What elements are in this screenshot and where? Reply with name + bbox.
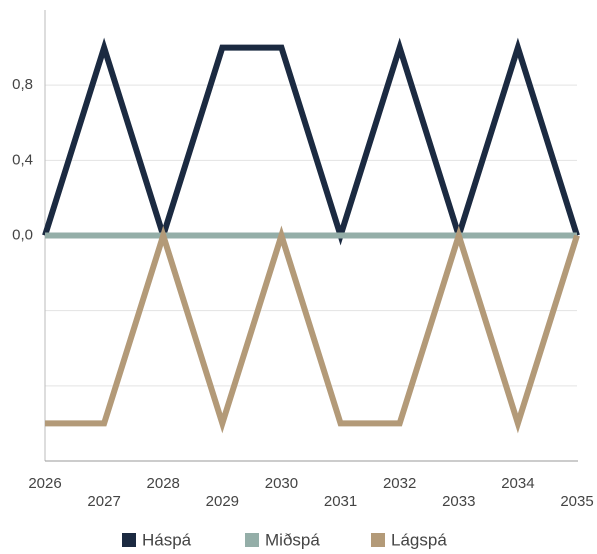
y-tick-label: 0,8 xyxy=(12,76,33,93)
x-tick-label: 2028 xyxy=(147,475,180,492)
legend-swatch xyxy=(371,533,385,547)
x-tick-label: 2030 xyxy=(265,475,298,492)
x-tick-label: 2031 xyxy=(324,493,357,510)
x-tick-label: 2035 xyxy=(560,493,593,510)
series-line xyxy=(42,37,580,246)
x-tick-label: 2034 xyxy=(501,475,534,492)
legend-swatch xyxy=(245,533,259,547)
x-tick-label: 2027 xyxy=(87,493,120,510)
legend-label: Lágspá xyxy=(391,530,447,549)
y-tick-label: 0,0 xyxy=(12,226,33,243)
x-tick-label: 2029 xyxy=(206,493,239,510)
legend-label: Miðspá xyxy=(265,530,320,549)
series-line xyxy=(45,225,580,434)
legend-label: Háspá xyxy=(142,530,192,549)
x-tick-label: 2032 xyxy=(383,475,416,492)
legend-swatch xyxy=(122,533,136,547)
x-tick-label: 2026 xyxy=(28,475,61,492)
x-tick-label: 2033 xyxy=(442,493,475,510)
y-tick-label: 0,4 xyxy=(12,151,33,168)
